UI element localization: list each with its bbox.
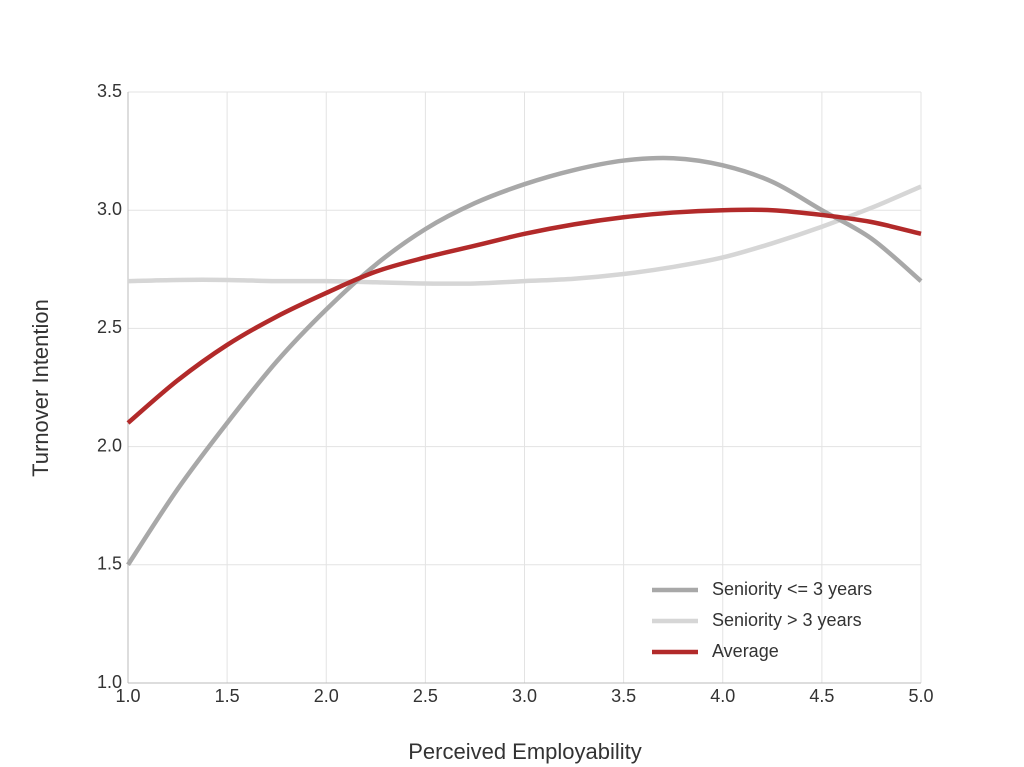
series-line: [126, 155, 923, 567]
legend-label: Seniority <= 3 years: [712, 579, 872, 599]
series-line: [126, 207, 922, 425]
y-tick-label: 3.5: [97, 81, 122, 101]
x-tick-label: 5.0: [908, 686, 933, 706]
x-tick-label: 4.5: [809, 686, 834, 706]
y-tick-label: 1.0: [97, 672, 122, 692]
y-tick-label: 2.5: [97, 317, 122, 337]
x-tick-label: 2.0: [314, 686, 339, 706]
x-axis-title: Perceived Employability: [408, 739, 642, 764]
x-tick-label: 1.5: [215, 686, 240, 706]
x-tick-label: 1.0: [115, 686, 140, 706]
y-tick-label: 1.5: [97, 554, 122, 574]
y-axis-title: Turnover Intention: [28, 299, 53, 477]
legend-label: Average: [712, 641, 779, 661]
x-tick-label: 3.5: [611, 686, 636, 706]
x-tick-label: 4.0: [710, 686, 735, 706]
y-tick-label: 3.0: [97, 199, 122, 219]
x-tick-label: 3.0: [512, 686, 537, 706]
y-tick-label: 2.0: [97, 435, 122, 455]
series-line: [127, 184, 922, 286]
legend-label: Seniority > 3 years: [712, 610, 862, 630]
x-tick-label: 2.5: [413, 686, 438, 706]
